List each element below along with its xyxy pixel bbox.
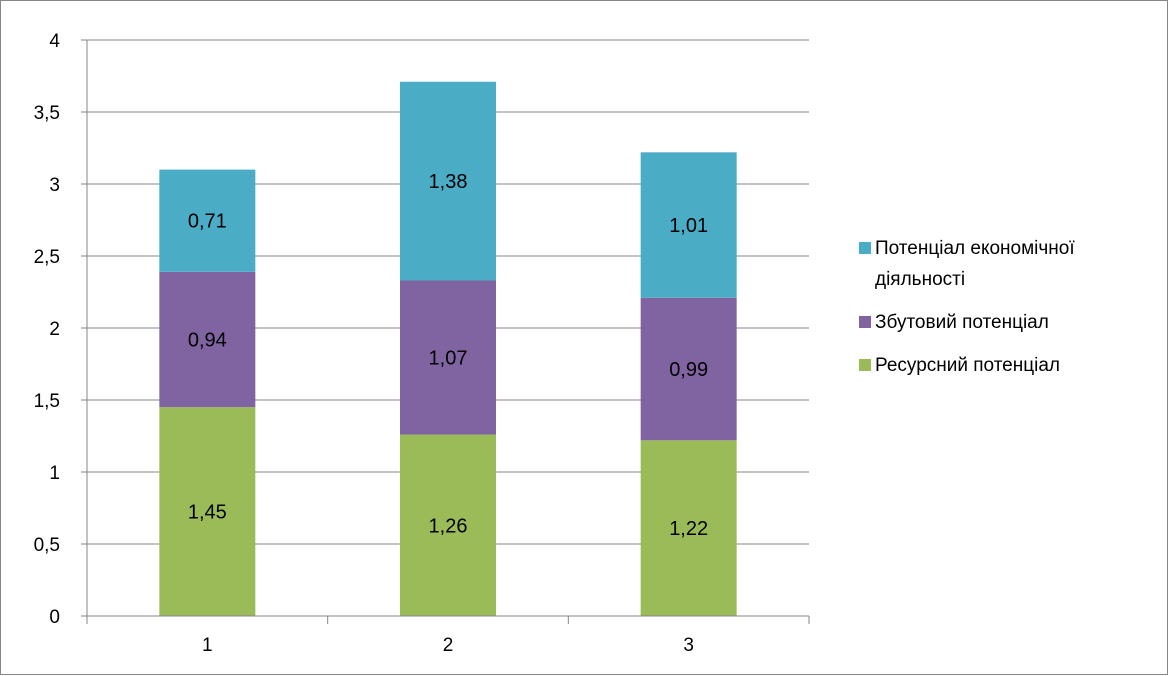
y-tick-label: 3,5 xyxy=(34,103,60,124)
data-label: 0,94 xyxy=(188,330,227,352)
legend-label-resource: Ресурсний потенціал xyxy=(875,355,1060,376)
legend-item-sales: Збутовий потенціал xyxy=(859,307,1149,338)
x-tick-label: 2 xyxy=(443,635,454,656)
y-tick-label: 3 xyxy=(49,175,60,196)
y-tick-label: 1 xyxy=(49,463,60,484)
bar-segment xyxy=(400,81,496,281)
bar-segment xyxy=(159,407,256,616)
y-tick-label: 2 xyxy=(49,319,60,340)
data-label: 1,26 xyxy=(429,515,468,537)
y-tick-label: 1,5 xyxy=(34,391,60,412)
bar-segment xyxy=(159,271,256,408)
data-label: 1,01 xyxy=(669,215,708,237)
chart-legend: Потенціал економічної діяльності Збутови… xyxy=(859,233,1149,381)
y-tick-label: 0 xyxy=(49,607,60,628)
bar-segment xyxy=(640,297,737,441)
y-tick-label: 4 xyxy=(49,31,60,52)
bar-segment xyxy=(400,434,496,616)
data-label: 1,45 xyxy=(188,502,227,524)
bar-segment xyxy=(640,152,737,298)
legend-label-sales: Збутовий потенціал xyxy=(875,312,1049,333)
data-label: 1,22 xyxy=(669,518,708,540)
data-label: 0,71 xyxy=(188,211,227,233)
legend-swatch-resource xyxy=(859,359,871,371)
legend-label-economic-activity: Потенціал економічної діяльності xyxy=(875,238,1075,290)
legend-swatch-economic-activity xyxy=(859,242,871,254)
data-label: 1,38 xyxy=(429,171,468,193)
data-label: 1,07 xyxy=(429,348,468,370)
bar-segment xyxy=(640,440,737,616)
legend-swatch-sales xyxy=(859,316,871,328)
bar-segment xyxy=(159,169,256,272)
bar-segment xyxy=(400,280,496,435)
y-tick-label: 2,5 xyxy=(34,247,60,268)
legend-item-resource: Ресурсний потенціал xyxy=(859,350,1149,381)
y-tick-label: 0,5 xyxy=(34,535,60,556)
data-label: 0,99 xyxy=(669,359,708,381)
x-tick-label: 1 xyxy=(202,635,213,656)
legend-item-economic-activity: Потенціал економічної діяльності xyxy=(859,233,1149,295)
x-tick-label: 3 xyxy=(683,635,694,656)
